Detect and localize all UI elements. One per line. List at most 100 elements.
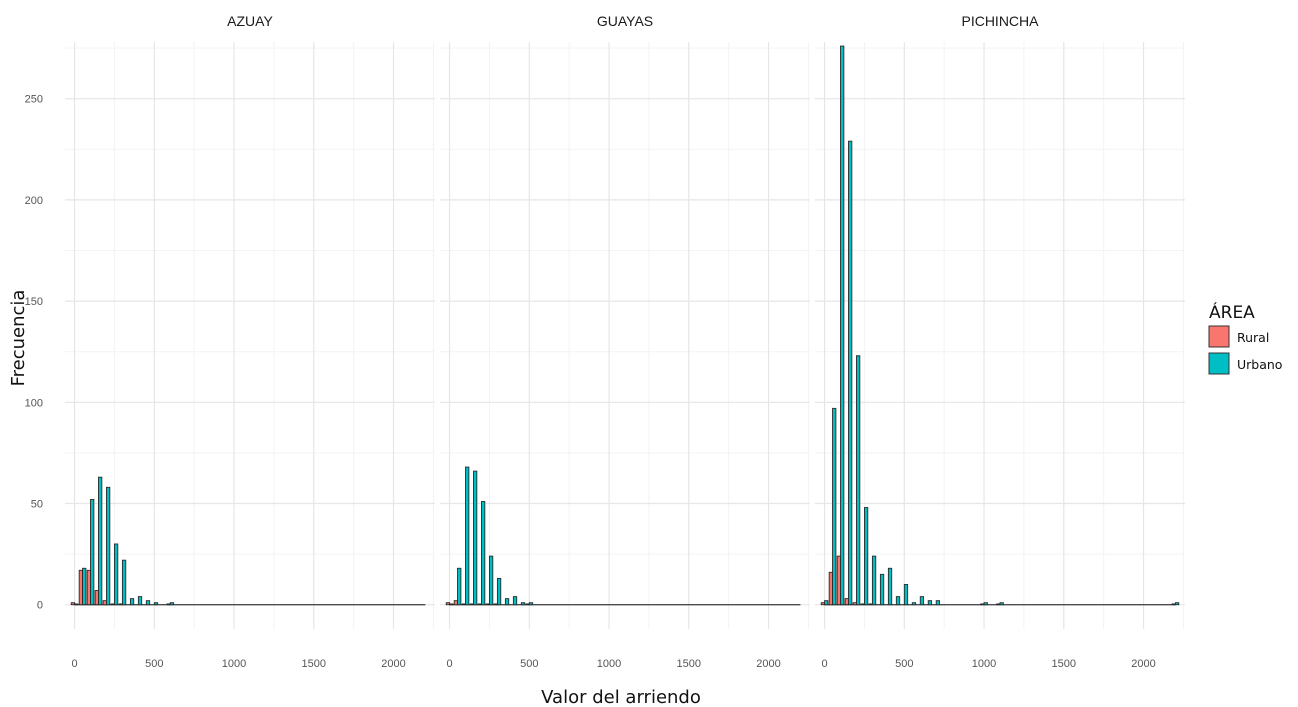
x-tick-label: 500: [520, 658, 538, 670]
bar-urbano: [74, 603, 79, 606]
bar-urbano: [856, 355, 861, 606]
bar-rural: [86, 569, 91, 606]
bar-rural: [1171, 603, 1176, 606]
bar-urbano: [871, 555, 877, 606]
bar-urbano: [927, 600, 933, 606]
legend-label-rural: Rural: [1237, 330, 1269, 345]
x-tick-label: 1000: [222, 658, 246, 670]
bar-rural: [996, 603, 1001, 606]
bar-rural: [70, 602, 76, 606]
bar-urbano: [82, 567, 87, 606]
bar-urbano: [863, 507, 869, 606]
bar-urbano: [840, 45, 845, 606]
x-tick-label: 500: [895, 658, 913, 670]
bar-rural: [453, 600, 458, 606]
bar-rural: [525, 603, 530, 606]
x-tick-label: 2000: [756, 658, 780, 670]
y-tick-label: 100: [25, 397, 43, 409]
bar-urbano: [887, 567, 893, 606]
bar-rural: [860, 603, 865, 606]
bar-urbano: [153, 602, 159, 606]
panel-title: AZUAY: [227, 13, 273, 29]
bar-rural: [980, 603, 985, 606]
chart-panels: AZUAY 0 500 1000 1500 2000 0 50 100 150 200 250 GUAY…: [25, 13, 1185, 670]
bar-rural: [820, 602, 826, 606]
y-tick-label: 200: [25, 195, 43, 207]
x-tick-label: 2000: [381, 658, 405, 670]
x-tick-label: 1000: [597, 658, 621, 670]
bar-rural: [852, 602, 857, 606]
bar-urbano: [879, 573, 885, 606]
x-tick-label: 0: [447, 658, 453, 670]
bar-urbano: [457, 567, 462, 606]
x-tick-label: 0: [822, 658, 828, 670]
y-tick-label: 0: [37, 600, 43, 612]
x-tick-label: 1500: [302, 658, 326, 670]
bar-urbano: [832, 407, 837, 606]
bar-rural: [94, 590, 99, 606]
bar-rural: [485, 603, 490, 606]
bar-urbano: [1174, 602, 1180, 606]
x-tick-label: 1500: [677, 658, 701, 670]
x-tick-label: 1500: [1052, 658, 1076, 670]
bar-urbano: [449, 603, 454, 606]
legend-title: ÁREA: [1209, 301, 1255, 323]
bar-rural: [844, 598, 849, 606]
panel-pichincha: PICHINCHA 0 500 1000 1500 2000: [815, 13, 1185, 670]
bar-rural: [445, 602, 451, 606]
bar-urbano: [106, 486, 111, 606]
x-tick-label: 0: [72, 658, 78, 670]
legend-key-urbano: [1208, 352, 1230, 375]
bar-urbano: [512, 596, 518, 606]
bar-urbano: [145, 600, 151, 606]
bar-rural: [461, 603, 466, 606]
panel-guayas: GUAYAS 0 500 1000 1500 2000: [440, 13, 810, 670]
y-tick-label: 150: [25, 296, 43, 308]
bar-urbano: [824, 600, 829, 606]
bar-urbano: [113, 543, 119, 606]
x-axis-title: Valor del arriendo: [541, 687, 701, 707]
bar-urbano: [98, 476, 103, 606]
bar-rural: [836, 555, 841, 606]
bar-urbano: [496, 577, 502, 606]
bar-urbano: [473, 470, 478, 606]
y-tick-label: 50: [31, 499, 43, 511]
panel-title: GUAYAS: [597, 13, 653, 29]
bar-urbano: [520, 602, 526, 606]
x-tick-label: 2000: [1131, 658, 1155, 670]
y-tick-label: 250: [25, 94, 43, 106]
x-tick-label: 500: [145, 658, 163, 670]
legend-key-rural: [1208, 325, 1230, 348]
bar-urbano: [895, 596, 901, 606]
bar-rural: [828, 571, 833, 606]
bar-rural: [166, 603, 171, 606]
bar-urbano: [481, 501, 486, 606]
bar-urbano: [999, 602, 1004, 606]
bar-urbano: [903, 584, 909, 606]
panel-azuay: AZUAY 0 500 1000 1500 2000 0 50 100 150 200 250: [25, 13, 435, 670]
bar-urbano: [488, 555, 494, 606]
bar-urbano: [935, 600, 941, 606]
bar-urbano: [121, 559, 127, 606]
bar-urbano: [528, 602, 534, 606]
bar-rural: [78, 569, 83, 606]
bar-rural: [102, 600, 107, 606]
legend-label-urbano: Urbano: [1237, 357, 1282, 372]
bar-urbano: [919, 596, 925, 606]
bar-rural: [868, 603, 873, 606]
bar-urbano: [504, 598, 510, 606]
bar-rural: [493, 603, 498, 606]
bar-urbano: [90, 499, 95, 606]
bar-urbano: [911, 602, 917, 606]
bar-urbano: [137, 596, 143, 606]
legend: ÁREA Rural Urbano: [1208, 301, 1282, 375]
bar-rural: [469, 603, 474, 606]
bar-rural: [110, 603, 115, 606]
bar-urbano: [129, 598, 135, 606]
panel-title: PICHINCHA: [961, 13, 1039, 29]
bar-rural: [118, 603, 123, 606]
bar-urbano: [983, 602, 988, 606]
x-tick-label: 1000: [972, 658, 996, 670]
bar-urbano: [465, 466, 470, 606]
